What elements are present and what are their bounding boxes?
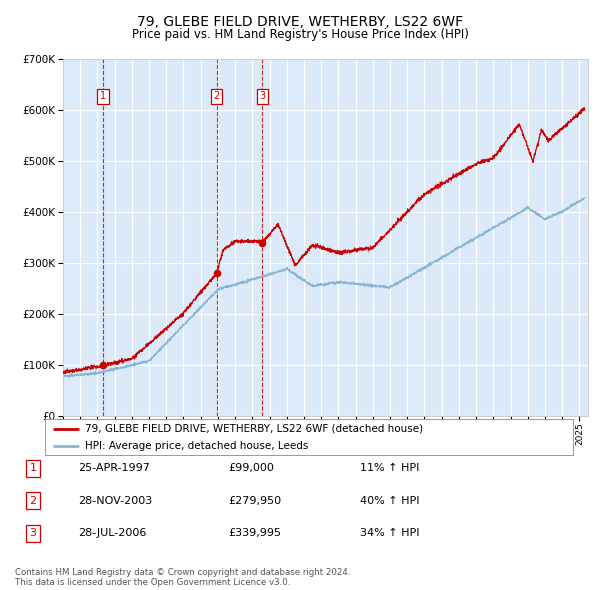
Text: HPI: Average price, detached house, Leeds: HPI: Average price, detached house, Leed…	[85, 441, 308, 451]
Text: 2: 2	[214, 91, 220, 101]
Text: £99,000: £99,000	[228, 464, 274, 473]
Text: 79, GLEBE FIELD DRIVE, WETHERBY, LS22 6WF (detached house): 79, GLEBE FIELD DRIVE, WETHERBY, LS22 6W…	[85, 424, 423, 434]
Text: Contains HM Land Registry data © Crown copyright and database right 2024.: Contains HM Land Registry data © Crown c…	[15, 568, 350, 577]
Text: 3: 3	[259, 91, 265, 101]
Text: 40% ↑ HPI: 40% ↑ HPI	[360, 496, 419, 506]
Text: 34% ↑ HPI: 34% ↑ HPI	[360, 529, 419, 538]
Text: £339,995: £339,995	[228, 529, 281, 538]
Text: 3: 3	[29, 529, 37, 538]
Text: 28-NOV-2003: 28-NOV-2003	[78, 496, 152, 506]
Text: 28-JUL-2006: 28-JUL-2006	[78, 529, 146, 538]
Text: 1: 1	[100, 91, 106, 101]
Text: 2: 2	[29, 496, 37, 506]
Text: 1: 1	[29, 464, 37, 473]
Text: Price paid vs. HM Land Registry's House Price Index (HPI): Price paid vs. HM Land Registry's House …	[131, 28, 469, 41]
Text: 11% ↑ HPI: 11% ↑ HPI	[360, 464, 419, 473]
Text: 25-APR-1997: 25-APR-1997	[78, 464, 150, 473]
Text: 79, GLEBE FIELD DRIVE, WETHERBY, LS22 6WF: 79, GLEBE FIELD DRIVE, WETHERBY, LS22 6W…	[137, 15, 463, 29]
Text: £279,950: £279,950	[228, 496, 281, 506]
Text: This data is licensed under the Open Government Licence v3.0.: This data is licensed under the Open Gov…	[15, 578, 290, 587]
